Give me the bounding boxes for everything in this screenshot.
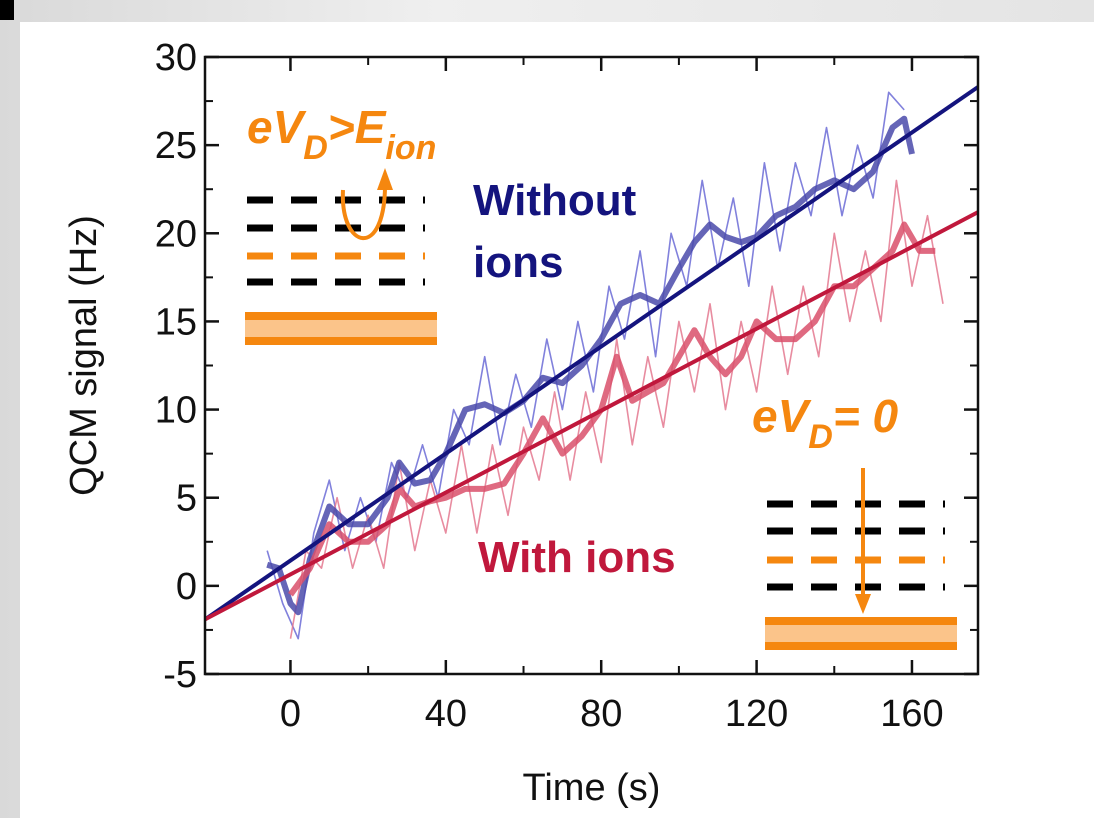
x-tick-label: 80 — [580, 693, 622, 735]
y-axis-label: QCM signal (Hz) — [63, 215, 105, 496]
annotation: eVD= 0 — [752, 390, 898, 456]
x-axis-label: Time (s) — [523, 767, 661, 809]
y-tick-label: 0 — [176, 566, 197, 608]
x-tick-label: 160 — [880, 693, 943, 735]
annotation-subscript: D — [808, 418, 833, 456]
inset-left — [245, 168, 437, 345]
inset-right — [765, 468, 957, 650]
corner-mark — [0, 0, 14, 20]
y-tick-label: 30 — [155, 37, 197, 79]
annotation-part: = 0 — [833, 390, 899, 442]
annotation-subscript: D — [303, 129, 328, 167]
panel — [20, 22, 1094, 818]
y-tick-label: -5 — [163, 654, 197, 696]
annotation-part: eV — [247, 101, 307, 153]
series-label: Without ions — [473, 176, 637, 287]
annotation-subscript: ion — [385, 129, 436, 167]
y-tick-label: 10 — [155, 390, 197, 432]
smoothed-line — [288, 221, 936, 597]
y-tick-label: 5 — [176, 478, 197, 520]
y-tick-label: 25 — [155, 125, 197, 167]
y-tick-label: 20 — [155, 213, 197, 255]
y-tick-label: 15 — [155, 301, 197, 343]
annotation-part: eV — [752, 390, 812, 442]
annotation-part: >E — [328, 101, 387, 153]
series-label: With ions — [478, 533, 676, 582]
x-tick-label: 40 — [425, 693, 467, 735]
x-tick-label: 0 — [280, 693, 301, 735]
fit-line — [205, 85, 978, 622]
annotation: eVD>Eion — [247, 101, 436, 167]
fit-line — [205, 210, 978, 622]
smoothed-line — [266, 115, 915, 616]
x-tick-label: 120 — [725, 693, 788, 735]
